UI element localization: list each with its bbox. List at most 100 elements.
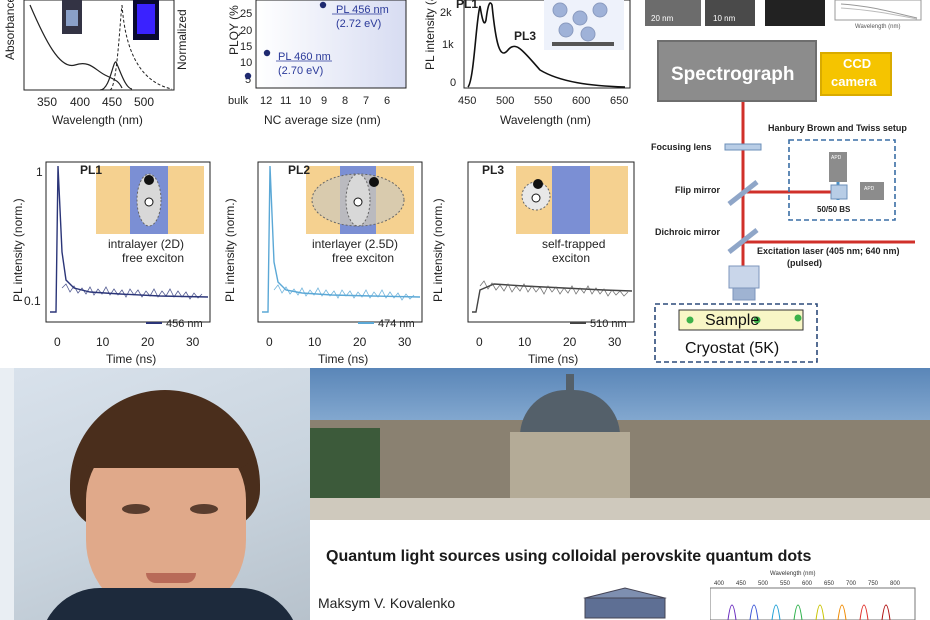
decay3-xtick-30: 30 [608,335,622,349]
spectra-inset: Wavelength (nm) 400 450 500 550 600 650 … [710,571,916,620]
dichroic-mirror-label: Dichroic mirror [655,227,721,237]
absorbance-frame [23,0,175,91]
abs-tick-450: 450 [102,95,122,109]
spectrograph-box [657,40,817,102]
abs-tick-500: 500 [134,95,154,109]
pl-spec-xlabel: Wavelength (nm) [500,113,591,127]
abs-tick-350: 350 [37,95,57,109]
portrait-eye-right [190,504,218,514]
decay2-desc2: free exciton [332,251,394,265]
pl-spec-xtick-550: 550 [534,95,552,107]
spec-tick-600: 600 [802,581,813,587]
sample-dot-3 [794,314,802,322]
plqy-ytick-10: 10 [240,57,252,69]
plqy-panel: PLQY (% 25 20 15 10 5 PL 456 nm (2.72 eV… [227,0,407,127]
slide-title: Quantum light sources using colloidal pe… [326,548,812,565]
ccd-label-1: CCD [843,56,872,71]
decay3-curve [472,283,633,313]
decay1-hole [144,197,154,207]
spec-tick-650: 650 [824,581,835,587]
focusing-lens-shape [724,143,762,151]
portrait-fringe [82,408,250,468]
decay1-frame [45,161,211,323]
plqy-xtick-7: 7 [363,95,369,107]
tem-scale-2: 10 nm [713,14,736,23]
apd-2-label: APD [864,186,875,192]
decay2-xtick-10: 10 [308,335,322,349]
decay-panel-pl2: PL intensity (norm.) PL2 interlayer (2.5… [223,161,423,366]
decay-panel-pl3: PL intensity (norm.) PL3 self-trapped ex… [431,161,635,366]
decay3-tag: PL3 [482,163,504,177]
beam-paths [654,102,915,363]
building-plaza [310,498,930,520]
vial-liquid-1 [66,10,78,26]
cryostat-label: Cryostat (5K) [685,340,780,357]
abs-tick-400: 400 [70,95,90,109]
building-lantern [566,374,574,392]
pl-spec-frame [463,0,631,89]
plqy-ann1-l1: PL 456 nm [336,4,389,16]
plqy-xtick-12: 12 [260,95,272,107]
abs-xlabel: Wavelength (nm) [52,113,143,127]
flip-mirror-shape [727,180,759,206]
decay1-electron [144,175,154,185]
spec-tick-550: 550 [780,581,791,587]
sample-dot-2 [753,316,761,324]
plqy-xtick-9: 9 [321,95,327,107]
sample-holder [678,309,804,331]
decay1-tag: PL1 [80,163,102,177]
decay2-frame [257,161,423,323]
plqy-ann2-l2: (2.70 eV) [278,65,323,77]
mini-spectra-plot: Wavelength (nm) [834,0,922,30]
decay1-xtick-30: 30 [186,335,200,349]
decay1-ylabel: PL intensity (norm.) [11,198,25,302]
decay3-frame [467,161,635,323]
decay3-hole [531,193,541,203]
plqy-ylabel: PLQY (% [227,5,241,55]
plqy-frame [255,0,407,89]
plqy-point-460 [263,49,271,57]
decay-row: PL intensity (norm.) 1 0.1 PL1 intralaye… [0,152,645,367]
pl-spec-peak3: PL3 [514,29,536,43]
decay3-desc1: self-trapped [542,237,605,251]
micrograph-strip: 20 nm 10 nm Wavelength (nm) [645,0,930,30]
decay1-curve [50,165,209,313]
emission-curve [109,4,173,91]
sample-dot-1 [686,316,694,324]
nanocrystal-drawing [583,587,667,619]
objective-lens [728,265,760,289]
decay2-legend: 474 nm [378,318,415,330]
plqy-xtick-10: 10 [299,95,311,107]
decay2-tag: PL2 [288,163,310,177]
decay2-hole [353,197,363,207]
building-photo [310,368,930,520]
absorbance-panel: Absorbance Normalized 350 400 450 500 Wa… [3,0,189,127]
pl-spec-xtick-650: 650 [610,95,628,107]
apd-2 [860,182,884,200]
decay2-desc1: interlayer (2.5D) [312,237,398,251]
spec-tick-800: 800 [890,581,901,587]
sample-label: Sample [705,312,760,329]
decay3-xtick-0: 0 [476,335,483,349]
pl-spec-peak1: PL1 [456,0,478,11]
decay1-ytick-1: 1 [36,165,43,179]
decay2-noise [273,284,415,301]
decay3-desc2: exciton [552,251,590,265]
decay1-legend: 456 nm [166,318,203,330]
spectrograph-label: Spectrograph [671,64,795,85]
tem-image-3 [765,0,825,26]
slide-author: Maksym V. Kovalenko [318,595,456,611]
plqy-ytick-25: 25 [240,8,252,20]
mini-axis-label: Wavelength (nm) [855,24,900,30]
pl-spec-xtick-500: 500 [496,95,514,107]
decay1-noise [61,283,203,300]
beam-splitter [830,184,848,200]
decay1-desc1: intralayer (2D) [108,237,184,251]
ccd-camera-box [820,52,892,96]
decay2-curve [262,165,421,313]
pl-spec-ylabel: PL intensity (a [423,0,437,70]
excitation-label-1: Excitation laser (405 nm; 640 nm) [757,246,900,256]
portrait-shirt [40,588,300,620]
decay2-xlabel: Time (ns) [318,352,368,366]
portrait-mouth [146,573,196,583]
